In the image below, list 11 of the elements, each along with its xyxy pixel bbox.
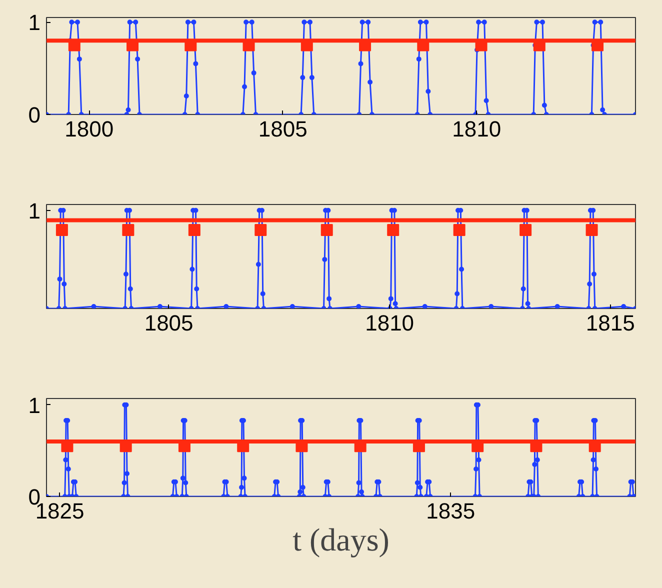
x-tick-label: 1810 [452, 116, 502, 142]
x-tick-label: 1800 [64, 116, 114, 142]
x-tick-label: 1810 [365, 310, 414, 336]
x-tick-label: 1835 [426, 498, 476, 524]
x-tick-label: 1815 [586, 310, 635, 336]
x-axis-title: t (days) [292, 522, 390, 558]
y-tick-label: 1 [28, 392, 41, 418]
y-tick-label: 1 [28, 10, 41, 36]
y-tick-label: 0 [28, 102, 41, 128]
x-tick-label: 1805 [258, 116, 308, 142]
x-tick-label: 1805 [144, 310, 194, 336]
